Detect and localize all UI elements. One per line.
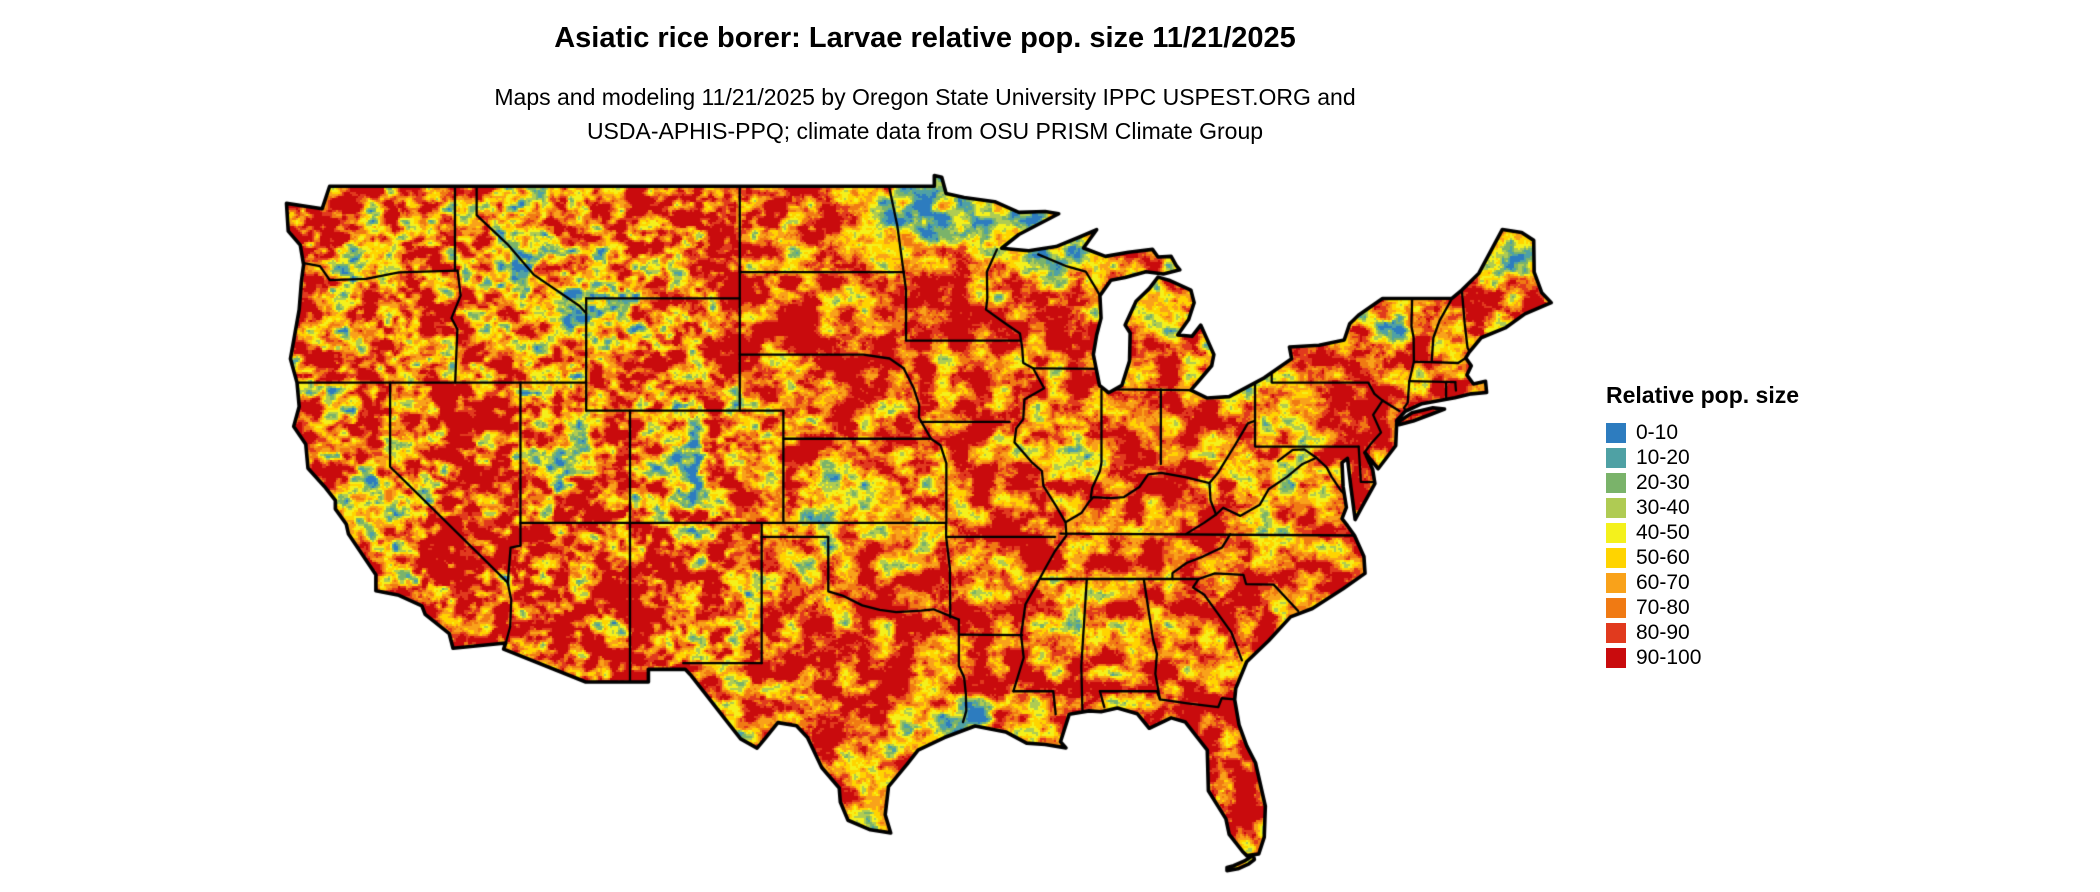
map-title: Asiatic rice borer: Larvae relative pop.…: [554, 22, 1296, 54]
map-subtitle: Maps and modeling 11/21/2025 by Oregon S…: [494, 80, 1355, 148]
legend-row: 10-20: [1606, 445, 1799, 470]
legend-swatch: [1606, 547, 1626, 568]
legend-title: Relative pop. size: [1606, 382, 1800, 408]
legend-label: 10-20: [1636, 446, 1690, 469]
legend: Relative pop. size 0-10 10-20 20-30 30-40 40…: [1606, 382, 1799, 670]
legend-row: 70-80: [1606, 595, 1799, 620]
legend-swatch: [1606, 647, 1626, 668]
legend-label: 50-60: [1636, 546, 1690, 569]
legend-label: 70-80: [1636, 596, 1690, 619]
legend-swatch: [1606, 497, 1626, 518]
legend-label: 30-40: [1636, 496, 1690, 519]
legend-row: 0-10: [1606, 420, 1799, 445]
legend-label: 60-70: [1636, 571, 1690, 594]
legend-row: 20-30: [1606, 470, 1799, 495]
legend-label: 20-30: [1636, 471, 1690, 494]
legend-label: 40-50: [1636, 521, 1690, 544]
legend-row: 90-100: [1606, 645, 1799, 670]
legend-swatch: [1606, 622, 1626, 643]
legend-swatch: [1606, 572, 1626, 593]
us-population-model-map: [274, 168, 1560, 882]
legend-swatch: [1606, 447, 1626, 468]
subtitle-line-2: USDA-APHIS-PPQ; climate data from OSU PR…: [586, 118, 1264, 144]
legend-row: 50-60: [1606, 545, 1799, 570]
legend-label: 90-100: [1636, 646, 1702, 669]
legend-swatch: [1606, 522, 1626, 543]
legend-row: 40-50: [1606, 520, 1799, 545]
legend-label: 0-10: [1636, 421, 1679, 444]
legend-row: 80-90: [1606, 620, 1799, 645]
legend-items: 0-10 10-20 20-30 30-40 40-50 50-60 60-70 70-80 8…: [1606, 420, 1799, 670]
legend-row: 60-70: [1606, 570, 1799, 595]
legend-label: 80-90: [1636, 621, 1690, 644]
legend-swatch: [1606, 472, 1626, 493]
legend-row: 30-40: [1606, 495, 1799, 520]
legend-swatch: [1606, 597, 1626, 618]
subtitle-line-1: Maps and modeling 11/21/2025 by Oregon S…: [494, 84, 1356, 110]
legend-swatch: [1606, 422, 1626, 443]
